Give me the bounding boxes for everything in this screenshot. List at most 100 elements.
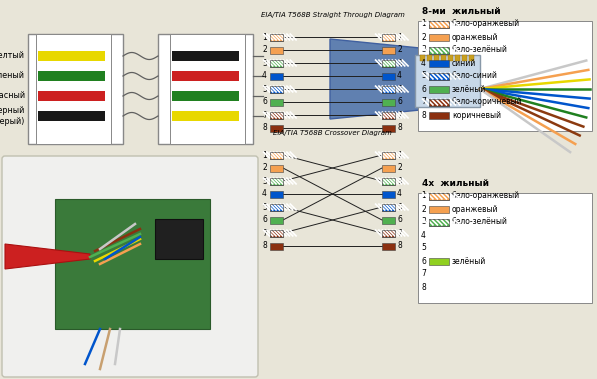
Bar xyxy=(270,177,283,185)
Text: 7: 7 xyxy=(397,111,402,119)
Text: 1: 1 xyxy=(421,19,426,28)
Text: EIA/TIA T568B Straight Through Diagram: EIA/TIA T568B Straight Through Diagram xyxy=(260,12,404,18)
Bar xyxy=(382,33,395,41)
Bar xyxy=(270,111,283,119)
Bar xyxy=(429,99,449,105)
Bar xyxy=(158,34,253,144)
Text: 2: 2 xyxy=(262,163,267,172)
Bar xyxy=(418,21,592,131)
Text: 3: 3 xyxy=(262,177,267,185)
Text: 3: 3 xyxy=(421,45,426,55)
Bar xyxy=(38,111,105,121)
Bar xyxy=(270,111,283,119)
Text: зелёный: зелёный xyxy=(452,257,486,266)
Bar xyxy=(36,34,111,144)
Bar xyxy=(429,205,449,213)
Bar xyxy=(441,55,446,61)
Polygon shape xyxy=(330,39,430,119)
Bar xyxy=(172,111,239,121)
Text: бело-зелёный: бело-зелёный xyxy=(452,218,508,227)
Text: 5: 5 xyxy=(421,243,426,252)
Bar xyxy=(429,193,449,199)
Bar xyxy=(270,60,283,66)
Text: синий: синий xyxy=(452,58,476,67)
Bar xyxy=(28,34,123,144)
Text: бело-оранжевый: бело-оранжевый xyxy=(452,191,520,200)
Bar xyxy=(382,60,395,66)
Bar xyxy=(427,55,432,61)
Bar xyxy=(270,33,283,41)
Bar xyxy=(172,91,239,101)
Text: 7: 7 xyxy=(262,229,267,238)
Text: 8: 8 xyxy=(421,282,426,291)
Text: 2: 2 xyxy=(397,163,402,172)
Bar xyxy=(429,33,449,41)
Text: 4: 4 xyxy=(262,190,267,199)
Text: 2: 2 xyxy=(421,33,426,41)
Bar xyxy=(38,51,105,61)
Text: 3: 3 xyxy=(397,58,402,67)
Text: 4: 4 xyxy=(397,72,402,80)
Bar xyxy=(270,152,283,158)
Bar xyxy=(270,177,283,185)
Bar xyxy=(270,60,283,66)
Text: 8: 8 xyxy=(421,111,426,119)
Text: оранжевый: оранжевый xyxy=(452,205,498,213)
Bar xyxy=(270,152,283,158)
Text: 2: 2 xyxy=(262,45,267,55)
Bar xyxy=(382,216,395,224)
Bar xyxy=(429,99,449,105)
Bar xyxy=(382,99,395,105)
Bar xyxy=(429,72,449,80)
Text: 8-ми  жильный: 8-ми жильный xyxy=(422,7,501,16)
Bar xyxy=(382,111,395,119)
Bar xyxy=(38,91,105,101)
Bar xyxy=(172,51,239,61)
Bar xyxy=(462,55,467,61)
Text: 7: 7 xyxy=(262,111,267,119)
Bar xyxy=(382,204,395,210)
Text: 5: 5 xyxy=(262,202,267,211)
Text: 5: 5 xyxy=(421,72,426,80)
Text: 1: 1 xyxy=(421,191,426,200)
Text: EIA/TIA T568B Crossover Diagram: EIA/TIA T568B Crossover Diagram xyxy=(273,130,392,136)
Text: Черный
(серый): Черный (серый) xyxy=(0,106,25,126)
Bar xyxy=(429,219,449,226)
FancyBboxPatch shape xyxy=(55,199,210,329)
Bar xyxy=(382,230,395,236)
Bar xyxy=(382,204,395,210)
Bar xyxy=(469,55,474,61)
Text: 6: 6 xyxy=(421,85,426,94)
Text: 8: 8 xyxy=(397,124,402,133)
Bar xyxy=(270,164,283,172)
Bar xyxy=(455,55,460,61)
Bar xyxy=(382,164,395,172)
Text: 6: 6 xyxy=(262,97,267,106)
Text: 1: 1 xyxy=(262,33,267,41)
Bar xyxy=(270,86,283,92)
Polygon shape xyxy=(5,244,90,269)
Text: 6: 6 xyxy=(397,216,402,224)
Bar xyxy=(38,71,105,81)
Text: 8: 8 xyxy=(397,241,402,251)
Bar xyxy=(270,204,283,210)
Bar xyxy=(270,99,283,105)
Bar xyxy=(270,204,283,210)
Text: 6: 6 xyxy=(397,97,402,106)
Text: Желтый: Желтый xyxy=(0,52,25,61)
Bar xyxy=(270,216,283,224)
Text: 3: 3 xyxy=(397,177,402,185)
FancyBboxPatch shape xyxy=(155,219,203,259)
Text: 7: 7 xyxy=(421,269,426,279)
Text: бело-оранжевый: бело-оранжевый xyxy=(452,19,520,28)
Text: 4: 4 xyxy=(421,230,426,240)
Text: 2: 2 xyxy=(421,205,426,213)
Bar xyxy=(429,47,449,53)
Text: 6: 6 xyxy=(421,257,426,266)
Bar xyxy=(270,243,283,249)
Text: бело-зелёный: бело-зелёный xyxy=(452,45,508,55)
Bar xyxy=(382,60,395,66)
Bar xyxy=(382,124,395,132)
Bar xyxy=(382,177,395,185)
Bar xyxy=(270,47,283,53)
